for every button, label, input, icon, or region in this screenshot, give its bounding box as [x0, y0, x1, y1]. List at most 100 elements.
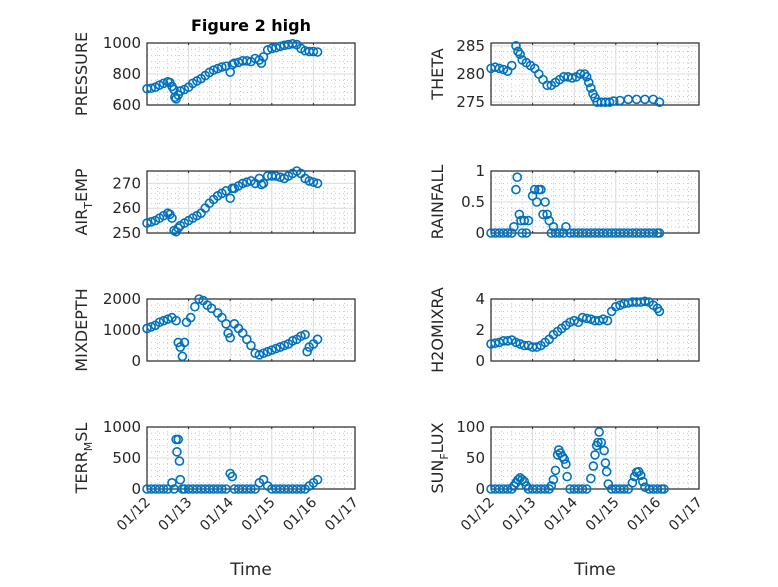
data-point [627, 477, 638, 488]
y-tick-label: 0 [475, 480, 485, 498]
subplot-rainfall: 0 0.5 1 RAINFALL [428, 162, 700, 242]
data-point [588, 461, 599, 471]
data-point [300, 329, 310, 340]
data-point [519, 215, 530, 226]
y-label-main: RAINFALL [428, 165, 447, 240]
data-point [304, 176, 315, 186]
data-point [271, 343, 281, 354]
data-point [599, 445, 609, 456]
data-point [158, 484, 169, 494]
y-label-subscript: F [438, 453, 451, 459]
y-tick-label: 280 [456, 65, 485, 83]
y-tick-label: 1000 [103, 418, 141, 436]
data-point [262, 346, 273, 357]
x-tick-label: 01/16 [280, 494, 320, 534]
x-tick-label: 01/15 [583, 495, 623, 535]
data-point [512, 172, 523, 182]
data-point [654, 228, 665, 238]
data-point [514, 209, 525, 220]
data-point [223, 328, 233, 338]
data-point [506, 228, 517, 238]
data-point [559, 454, 570, 465]
data-point [296, 331, 306, 342]
x-axis-label: Time [573, 560, 616, 580]
y-label-main: SUN [428, 460, 447, 494]
y-axis-label: THETA [428, 48, 447, 100]
data-point [593, 437, 603, 448]
data-point [146, 217, 156, 227]
x-tick-label: 01/13 [500, 495, 540, 535]
data-point [312, 334, 323, 345]
data-point [615, 300, 625, 311]
data-point [567, 73, 577, 83]
data-point [590, 92, 600, 103]
y-label-subscript: T [82, 202, 95, 210]
data-point [225, 332, 235, 343]
data-point [596, 437, 607, 448]
data-point [225, 193, 235, 204]
data-point [511, 41, 521, 51]
data-point [548, 474, 559, 485]
y-axis-label: SUNFLUX [428, 422, 451, 493]
x-tick-label: 01/13 [156, 495, 196, 535]
y-tick-label: 0 [131, 352, 141, 370]
data-point [548, 222, 559, 232]
x-tick-label: 01/12 [458, 495, 498, 535]
y-axis-label: TERRMSL [72, 423, 95, 495]
x-tick-label: 01/17 [322, 495, 362, 535]
data-point [554, 228, 565, 238]
y-tick-label: 285 [456, 37, 485, 55]
data-point [208, 65, 219, 75]
data-point [221, 186, 231, 196]
data-point [262, 45, 273, 55]
y-tick-label: 600 [112, 96, 141, 114]
data-point [581, 484, 592, 494]
y-tick-label: 500 [112, 449, 141, 467]
data-point [266, 345, 277, 355]
subplot-pressure: 600 800 1000 PRESSURE [72, 32, 356, 116]
data-point [229, 58, 240, 68]
data-point [173, 223, 183, 233]
data-point [509, 222, 519, 232]
data-point [619, 484, 629, 494]
data-point [604, 97, 615, 107]
data-point [296, 484, 306, 494]
y-label-main: PRESSURE [72, 32, 91, 116]
data-point [590, 450, 600, 460]
data-point [271, 42, 281, 53]
data-point [601, 466, 612, 477]
data-point [308, 46, 319, 57]
data-point [271, 171, 281, 181]
data-point [246, 484, 256, 494]
data-point [517, 228, 528, 238]
data-point [506, 60, 517, 71]
data-point [538, 209, 548, 220]
data-point [287, 38, 298, 49]
data-point [227, 471, 238, 482]
axes-box [490, 298, 700, 362]
data-point [550, 465, 561, 476]
data-point [312, 474, 323, 485]
data-point [540, 197, 550, 207]
data-point [608, 96, 619, 106]
data-point [648, 228, 659, 238]
data-point [542, 209, 552, 220]
data-point [279, 340, 290, 351]
y-tick-label: 2 [475, 321, 485, 339]
subplot-air-temp: 250 260 270 AIRTEMP [72, 166, 356, 242]
data-point [562, 471, 572, 482]
y-axis-label: H2OMIXRA [428, 287, 447, 373]
data-point [513, 474, 523, 485]
subplot-theta: 275 280 285 THETA [428, 37, 700, 111]
x-tick-label: 01/15 [239, 495, 279, 535]
y-label-main: MIXDEPTH [72, 288, 91, 371]
data-point [227, 59, 238, 70]
axes-box [146, 298, 356, 362]
data-point [146, 83, 156, 94]
y-tick-label: 0 [131, 480, 141, 498]
x-tick-label: 01/16 [624, 494, 664, 534]
y-tick-label: 275 [456, 93, 485, 111]
y-label-main: AIR [72, 209, 91, 236]
data-point [173, 434, 183, 445]
